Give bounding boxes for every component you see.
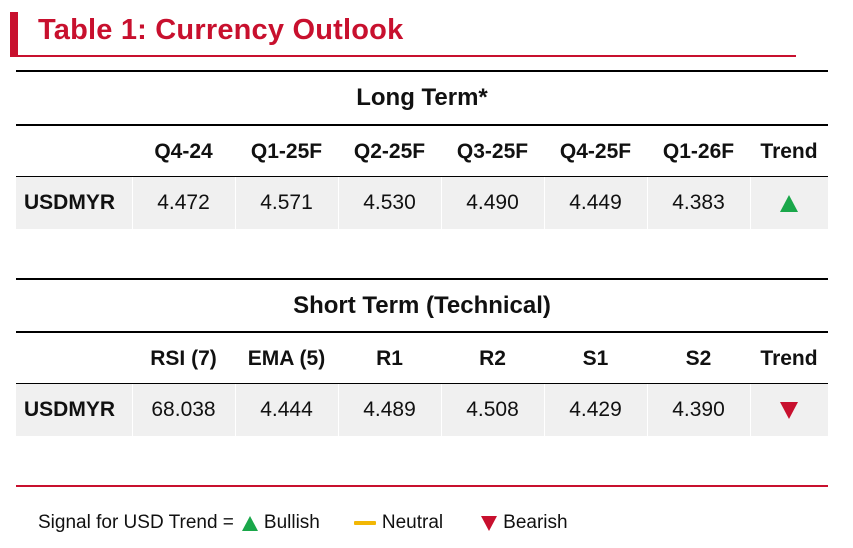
down-triangle-icon (780, 401, 798, 419)
cell-divider (750, 177, 751, 229)
up-triangle-icon (241, 515, 258, 531)
trend-legend: Signal for USD Trend = Bullish Neutral B… (38, 510, 568, 536)
cell-divider (338, 177, 339, 229)
cell-divider (647, 384, 648, 436)
column-header-q4-24: Q4-24 (154, 140, 213, 163)
table-row: USDMYR 68.038 4.444 4.489 4.508 4.429 4.… (16, 384, 828, 436)
long-term-header-row: Q4-24 Q1-25F Q2-25F Q3-25F Q4-25F Q1-26F… (16, 126, 828, 178)
up-triangle-icon (780, 194, 798, 212)
neutral-dash-icon (353, 521, 376, 525)
legend-neutral: Neutral (353, 512, 444, 534)
table-cell: 4.449 (569, 191, 622, 214)
column-header-q1-25f: Q1-25F (250, 140, 323, 163)
cell-divider (235, 384, 236, 436)
column-header-s1: S1 (582, 347, 609, 370)
title-accent-bar (10, 12, 18, 56)
cell-divider (750, 384, 751, 436)
short-term-table: Short Term (Technical) RSI (7) EMA (5) R… (16, 278, 828, 438)
cell-divider (132, 384, 133, 436)
table-cell: 4.571 (260, 191, 313, 214)
trend-cell (750, 177, 828, 229)
legend-neutral-label: Neutral (381, 512, 444, 533)
trend-cell (750, 384, 828, 436)
column-header-q3-25f: Q3-25F (456, 140, 529, 163)
cell-divider (441, 177, 442, 229)
cell-divider (338, 384, 339, 436)
table-row: USDMYR 4.472 4.571 4.530 4.490 4.449 4.3… (16, 177, 828, 229)
legend-bullish: Bullish (241, 512, 320, 534)
down-triangle-icon (481, 515, 498, 531)
column-header-q4-25f: Q4-25F (559, 140, 632, 163)
column-header-ema: EMA (5) (247, 347, 326, 370)
table-cell: 4.444 (260, 398, 313, 421)
column-header-trend: Trend (760, 347, 818, 370)
column-header-r1: R1 (376, 347, 403, 370)
title-block: Table 1: Currency Outlook (10, 12, 796, 57)
table-cell: 4.472 (157, 191, 210, 214)
column-header-rsi: RSI (7) (150, 347, 217, 370)
page-title: Table 1: Currency Outlook (38, 14, 404, 46)
cell-divider (647, 177, 648, 229)
table-header-rule (16, 176, 828, 177)
column-header-blank (16, 126, 132, 178)
column-header-trend: Trend (760, 140, 818, 163)
title-underline (10, 55, 796, 57)
long-term-heading: Long Term* (356, 84, 488, 111)
legend-bearish: Bearish (481, 512, 568, 534)
table-cell: 4.390 (672, 398, 725, 421)
cell-divider (235, 177, 236, 229)
short-term-header-row: RSI (7) EMA (5) R1 R2 S1 S2 Trend (16, 333, 828, 385)
table-top-rule (16, 70, 828, 72)
table-header-rule (16, 383, 828, 384)
table-heading-rule (16, 124, 828, 126)
column-header-r2: R2 (479, 347, 506, 370)
cell-divider (441, 384, 442, 436)
cell-divider (544, 177, 545, 229)
table-cell: 4.530 (363, 191, 416, 214)
table-cell: 4.508 (466, 398, 519, 421)
cell-divider (544, 384, 545, 436)
table-cell: 4.489 (363, 398, 416, 421)
table-cell: 68.038 (151, 398, 216, 421)
table-cell: 4.490 (466, 191, 519, 214)
column-header-q1-26f: Q1-26F (662, 140, 735, 163)
table-top-rule (16, 278, 828, 280)
long-term-table: Long Term* Q4-24 Q1-25F Q2-25F Q3-25F Q4… (16, 70, 828, 230)
column-header-s2: S2 (685, 347, 712, 370)
footer-rule (16, 485, 828, 487)
cell-divider (132, 177, 133, 229)
table-heading-rule (16, 331, 828, 333)
row-label: USDMYR (24, 398, 116, 421)
legend-bullish-label: Bullish (263, 512, 320, 533)
row-label: USDMYR (24, 191, 116, 214)
short-term-heading: Short Term (Technical) (293, 292, 551, 319)
legend-prefix: Signal for USD Trend = (38, 512, 234, 533)
table-cell: 4.383 (672, 191, 725, 214)
column-header-q2-25f: Q2-25F (353, 140, 426, 163)
column-header-blank (16, 333, 132, 385)
table-cell: 4.429 (569, 398, 622, 421)
legend-bearish-label: Bearish (503, 512, 568, 533)
